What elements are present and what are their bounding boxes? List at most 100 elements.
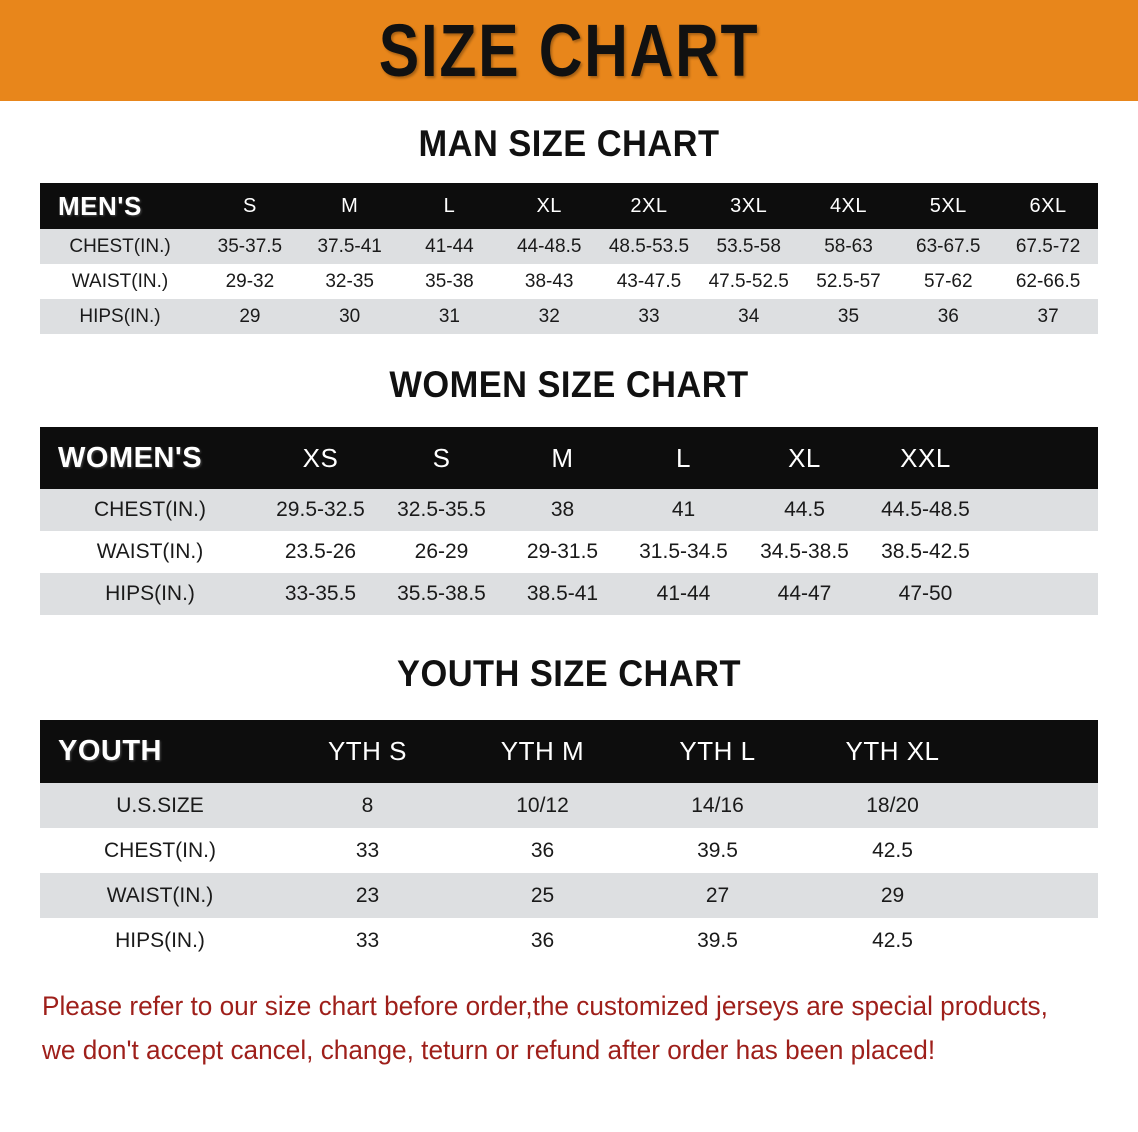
women-cell: 38 xyxy=(550,498,575,521)
women-cell: 41 xyxy=(671,498,696,521)
table-row: HIPS(IN.) 33 36 39.5 42.5 xyxy=(40,918,1098,963)
youth-cell: 23 xyxy=(355,883,380,907)
return-policy-note: Please refer to our size chart before or… xyxy=(42,985,1064,1072)
women-column-header: S xyxy=(432,442,451,473)
youth-header-spacer xyxy=(980,720,1098,783)
man-section-title: MAN SIZE CHART xyxy=(418,123,720,164)
man-cell: 36 xyxy=(937,305,959,327)
youth-row-label: CHEST(IN.) xyxy=(104,838,216,862)
man-corner-label: MEN'S xyxy=(58,190,142,221)
man-column-header: 6XL xyxy=(1029,194,1067,217)
youth-row-label: U.S.SIZE xyxy=(116,793,204,817)
women-cell: 29-31.5 xyxy=(526,540,599,563)
youth-row-label: WAIST(IN.) xyxy=(106,883,214,907)
youth-cell: 10/12 xyxy=(516,793,569,817)
women-header-spacer xyxy=(986,427,1098,489)
man-cell: 38-43 xyxy=(524,270,574,292)
youth-size-table: YOUTH YTH S YTH M YTH L YTH XL U.S.SIZE … xyxy=(40,720,1098,963)
women-cell: 34.5-38.5 xyxy=(760,540,849,563)
man-cell: 35-38 xyxy=(425,270,474,292)
man-cell: 44-48.5 xyxy=(516,235,582,257)
women-cell: 29.5-32.5 xyxy=(276,498,365,521)
women-cell: 23.5-26 xyxy=(284,540,357,563)
man-cell: 34 xyxy=(738,305,760,327)
man-cell: 57-62 xyxy=(923,270,973,292)
table-row: WAIST(IN.) 23 25 27 29 xyxy=(40,873,1098,918)
man-cell: 62-66.5 xyxy=(1015,270,1081,292)
youth-cell-spacer xyxy=(980,783,1098,828)
table-row: HIPS(IN.) 29 30 31 32 33 34 35 36 37 xyxy=(40,299,1098,334)
women-column-header: XS xyxy=(302,442,339,473)
women-cell: 38.5-41 xyxy=(526,582,599,605)
table-row: HIPS(IN.) 33-35.5 35.5-38.5 38.5-41 41-4… xyxy=(40,573,1098,615)
youth-table-header-row: YOUTH YTH S YTH M YTH L YTH XL xyxy=(40,720,1098,783)
youth-cell: 36 xyxy=(530,928,555,952)
women-cell: 44-47 xyxy=(777,582,832,605)
man-cell: 29-32 xyxy=(225,270,275,292)
man-cell: 30 xyxy=(339,305,361,327)
man-cell: 53.5-58 xyxy=(716,235,781,257)
man-column-header: 5XL xyxy=(929,194,967,217)
women-cell: 31.5-34.5 xyxy=(639,540,728,563)
note-line-2: we don't accept cancel, change, teturn o… xyxy=(42,1034,936,1065)
youth-cell: 27 xyxy=(705,883,730,907)
youth-column-header: YTH M xyxy=(500,736,585,766)
man-row-label: CHEST(IN.) xyxy=(69,235,171,257)
youth-cell-spacer xyxy=(980,828,1098,873)
women-cell: 38.5-42.5 xyxy=(881,540,970,563)
man-column-header: L xyxy=(443,194,456,217)
youth-cell: 39.5 xyxy=(697,928,738,952)
youth-corner-label: YOUTH xyxy=(58,735,162,767)
women-cell: 41-44 xyxy=(656,582,711,605)
man-column-header: XL xyxy=(536,194,562,217)
women-cell: 47-50 xyxy=(898,582,953,605)
man-cell: 29 xyxy=(239,305,261,327)
youth-cell: 36 xyxy=(530,838,555,862)
table-row: CHEST(IN.) 29.5-32.5 32.5-35.5 38 41 44.… xyxy=(40,489,1098,531)
man-cell: 63-67.5 xyxy=(916,235,981,257)
youth-cell: 42.5 xyxy=(872,838,913,862)
page-title: SIZE CHART xyxy=(378,8,760,92)
women-row-label: CHEST(IN.) xyxy=(94,498,206,521)
man-cell: 43-47.5 xyxy=(616,270,682,292)
youth-column-header: YTH L xyxy=(679,736,756,766)
table-row: CHEST(IN.) 33 36 39.5 42.5 xyxy=(40,828,1098,873)
man-cell: 33 xyxy=(638,305,660,327)
women-cell: 33-35.5 xyxy=(284,582,357,605)
table-row: WAIST(IN.) 23.5-26 26-29 29-31.5 31.5-34… xyxy=(40,531,1098,573)
man-column-header: 4XL xyxy=(829,194,868,217)
youth-column-header: YTH S xyxy=(327,736,408,766)
youth-row-label: HIPS(IN.) xyxy=(115,928,205,952)
man-cell: 58-63 xyxy=(824,235,873,257)
man-cell: 32 xyxy=(538,305,560,327)
man-cell: 35 xyxy=(837,305,860,327)
youth-cell-spacer xyxy=(980,873,1098,918)
women-cell-spacer xyxy=(986,531,1098,573)
man-column-header: 2XL xyxy=(630,194,668,217)
women-cell: 26-29 xyxy=(414,540,469,563)
man-cell: 52.5-57 xyxy=(816,270,881,292)
youth-cell: 8 xyxy=(361,793,374,817)
women-row-label: HIPS(IN.) xyxy=(105,582,195,605)
women-cell-spacer xyxy=(986,489,1098,531)
women-table-header-row: WOMEN'S XS S M L XL XXL xyxy=(40,427,1098,489)
youth-cell: 33 xyxy=(355,838,380,862)
table-row: U.S.SIZE 8 10/12 14/16 18/20 xyxy=(40,783,1098,828)
youth-cell: 39.5 xyxy=(697,838,738,862)
women-cell-spacer xyxy=(986,573,1098,615)
women-column-header: XXL xyxy=(900,442,951,473)
youth-cell: 33 xyxy=(355,928,380,952)
table-row: CHEST(IN.) 35-37.5 37.5-41 41-44 44-48.5… xyxy=(40,229,1098,264)
page-banner: SIZE CHART xyxy=(0,0,1138,101)
women-column-header: L xyxy=(676,442,691,473)
women-corner-label: WOMEN'S xyxy=(58,441,203,474)
youth-section-title: YOUTH SIZE CHART xyxy=(397,653,741,694)
women-cell: 44.5 xyxy=(784,498,825,521)
youth-column-header: YTH XL xyxy=(845,736,940,766)
man-cell: 35-37.5 xyxy=(217,235,283,257)
man-chart-wrapper: MEN'S S M L XL 2XL 3XL 4XL 5XL 6XL CHEST… xyxy=(40,183,1098,334)
man-cell: 37 xyxy=(1037,305,1059,327)
man-column-header: M xyxy=(341,194,359,217)
man-cell: 37.5-41 xyxy=(317,235,382,257)
table-row: WAIST(IN.) 29-32 32-35 35-38 38-43 43-47… xyxy=(40,264,1098,299)
